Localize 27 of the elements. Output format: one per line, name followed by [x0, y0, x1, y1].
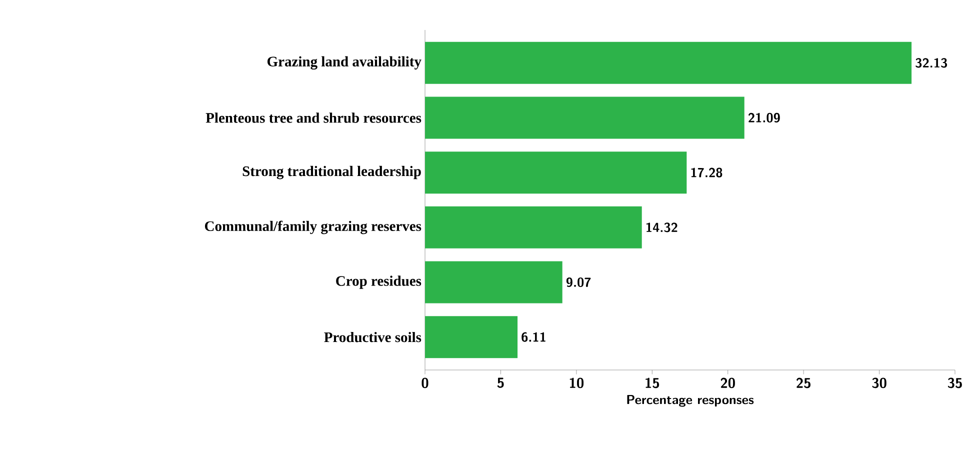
- y-tick-label: Strong traditional leadership: [242, 166, 421, 180]
- x-tick-label: 25: [796, 378, 810, 388]
- data-label: 17.28: [691, 168, 722, 178]
- x-tick-label: 20: [720, 378, 735, 388]
- y-tick-label: Crop residues: [336, 276, 422, 289]
- bar: [425, 316, 518, 358]
- x-tick-label: 0: [422, 378, 428, 388]
- data-label: 21.09: [748, 112, 780, 123]
- bar: [425, 206, 642, 248]
- y-tick-label: Productive soils: [324, 332, 422, 342]
- bar: [425, 261, 562, 304]
- bar: [425, 96, 744, 139]
- bar: [425, 42, 912, 84]
- y-tick-label: Plenteous tree and shrub resources: [206, 112, 422, 123]
- x-tick-label: 30: [872, 378, 886, 388]
- y-tick-label: Grazing land availability: [267, 56, 422, 70]
- bar: [425, 152, 687, 194]
- x-tick-label: 35: [948, 378, 962, 388]
- x-axis-title: Percentage responses: [627, 394, 754, 407]
- y-tick-label: Communal/family grazing reserves: [204, 220, 422, 234]
- data-label: 32.13: [916, 58, 948, 68]
- data-label: 14.32: [646, 222, 678, 232]
- x-tick-label: 5: [497, 378, 504, 388]
- x-tick-label: 15: [646, 378, 660, 388]
- data-label: 9.07: [566, 277, 591, 288]
- data-label: 6.11: [522, 332, 546, 342]
- x-tick-label: 10: [570, 378, 584, 388]
